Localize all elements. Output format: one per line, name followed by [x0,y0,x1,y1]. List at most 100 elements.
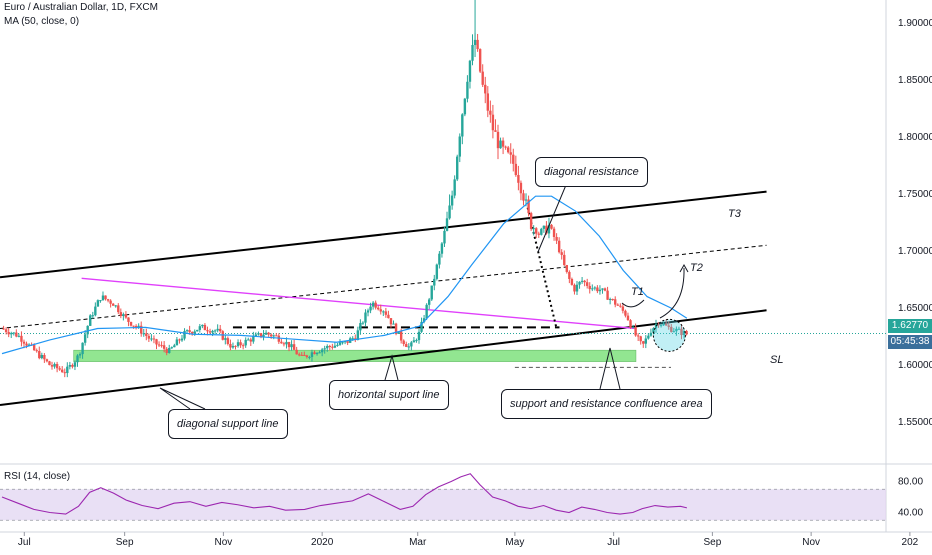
candle-body [412,340,416,343]
candle-body [387,314,390,319]
candle-body [257,333,260,335]
candle-body [341,342,344,344]
candle-body [142,333,145,335]
candle-body [626,315,630,321]
candle-body [127,317,130,322]
candle-body [35,350,38,352]
y-tick-label: 1.90000 [898,18,932,29]
ma-line [1,195,688,355]
rsi-indicator-label: RSI (14, close) [4,471,71,482]
candle-body [356,330,360,341]
candle-body [252,336,255,342]
candle-body [399,331,403,341]
y-tick-label: 1.80000 [898,132,932,143]
candle-body [83,334,87,343]
candle-body [601,288,604,290]
label-t2: T2 [690,262,703,274]
candle-body [675,328,678,332]
candle-body [229,343,232,348]
candle-body [12,332,15,334]
candle-body [168,347,171,353]
candle-body [598,289,602,292]
candle-body [280,341,283,344]
candle-body [438,253,441,265]
candle-body [99,300,102,302]
candle-body [236,342,240,347]
candle-body [557,240,561,253]
y-tick-label: 1.75000 [898,189,932,200]
diagonal-support-line [0,309,767,406]
candle-body [568,271,571,279]
candle-body [173,345,176,348]
candle-body [494,130,497,132]
candle-body [659,325,663,327]
y-tick-label: 1.65000 [898,303,932,314]
candle-body [394,323,398,334]
x-tick-label: Nov [214,537,232,548]
candle-body [2,328,5,330]
candle-body [402,340,405,345]
x-tick-label: Sep [116,537,134,548]
candle-body [461,114,464,137]
candle-body [198,326,202,330]
candle-body [547,224,551,234]
candle-body [226,338,230,344]
candle-body [392,323,395,325]
candle-body [619,305,622,307]
candle-body [463,98,467,115]
candle-body [157,344,161,346]
candle-body [216,328,219,331]
candle-body [435,264,439,279]
candle-body [649,332,653,336]
confluence-circle [652,318,686,352]
bar-countdown-tag: 05:45:38 [888,335,932,349]
candle-body [190,332,194,334]
x-tick-label: Sep [703,537,721,548]
candle-body [239,342,242,346]
candle-body [580,280,584,282]
candle-body [631,327,635,329]
y-tick-label: 1.85000 [898,75,932,86]
candle-body [550,224,553,229]
candle-body [140,325,143,334]
candle-body [593,287,597,289]
candle-body [129,321,133,326]
candle-body [305,355,309,358]
candle-body [608,299,612,301]
candle-body [111,303,115,306]
candle-body [43,354,46,360]
candle-body [323,348,326,350]
candle-body [389,318,393,325]
candle-body [71,364,74,367]
candle-body [364,312,367,323]
x-tick-label: Mar [409,537,427,548]
rsi-y-tick-label: 80.00 [898,477,923,488]
candle-body [575,284,579,292]
x-tick-label: Jul [607,537,620,548]
candle-body [264,332,268,335]
candle-body [244,339,247,346]
candle-body [152,338,156,340]
candle-body [445,218,449,231]
candle-body [417,331,421,341]
candle-body [420,321,423,332]
candle-body [433,278,436,286]
candle-body [677,328,681,330]
x-tick-label: 2020 [311,537,334,548]
rsi-y-tick-label: 40.00 [898,508,923,519]
candle-body [524,199,528,201]
candle-body [193,331,196,334]
diagonal-resistance-line [526,207,558,328]
candle-body [287,341,291,348]
candle-body [450,195,454,206]
candle-body [91,315,94,317]
candle-body [63,372,66,374]
candle-body [570,278,574,285]
x-tick-label: Nov [802,537,820,548]
candle-body [361,322,365,324]
candle-body [17,335,21,337]
candle-body [282,343,286,345]
candle-body [555,236,558,241]
candle-body [259,333,263,337]
